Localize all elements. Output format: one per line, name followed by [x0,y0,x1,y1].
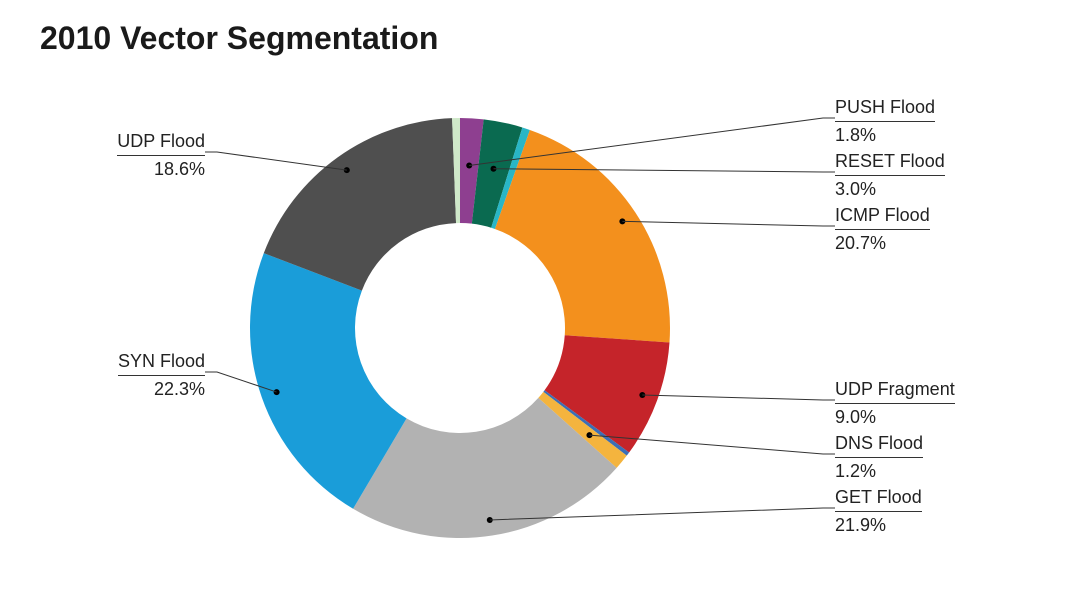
slice-label-value: 22.3% [118,378,205,401]
slice-label-value: 21.9% [835,514,922,537]
leader-line [642,395,835,400]
slice-label-name: ICMP Flood [835,204,930,230]
slice-label-name: UDP Flood [117,130,205,156]
slice-label-value: 1.8% [835,124,935,147]
slice-label-value: 20.7% [835,232,930,255]
slice-label-name: RESET Flood [835,150,945,176]
slice-label-name: SYN Flood [118,350,205,376]
slice-label: PUSH Flood1.8% [835,96,935,146]
leader-line [205,152,347,170]
slice-label: RESET Flood3.0% [835,150,945,200]
slice-label-value: 9.0% [835,406,955,429]
leader-line [622,221,835,226]
slice-label-name: DNS Flood [835,432,923,458]
slice-label-value: 18.6% [117,158,205,181]
slice-label: DNS Flood1.2% [835,432,923,482]
slice-label: GET Flood21.9% [835,486,922,536]
slice-label: ICMP Flood20.7% [835,204,930,254]
slice-label: UDP Fragment9.0% [835,378,955,428]
slice-label: SYN Flood22.3% [118,350,205,400]
donut-chart: PUSH Flood1.8%RESET Flood3.0%ICMP Flood2… [0,0,1080,608]
slice-label-name: PUSH Flood [835,96,935,122]
slice-label-value: 1.2% [835,460,923,483]
slice-label-name: UDP Fragment [835,378,955,404]
slice-label-name: GET Flood [835,486,922,512]
slice-label-value: 3.0% [835,178,945,201]
donut-slice [495,130,670,343]
slice-label: UDP Flood18.6% [117,130,205,180]
